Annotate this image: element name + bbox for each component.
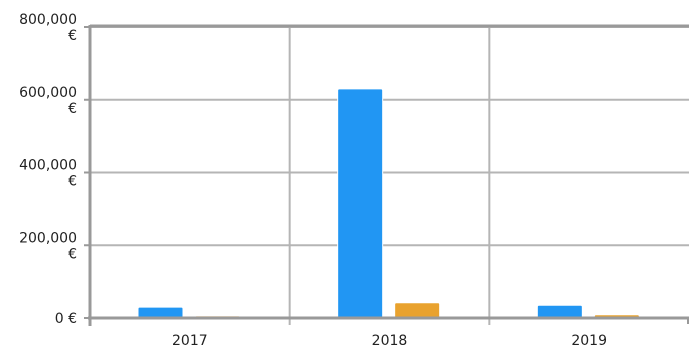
bars [137, 88, 640, 319]
y-axis-labels: 0 €200,000 €400,000 €600,000 €800,000 € [19, 12, 77, 327]
x-tick-label: 2019 [571, 333, 607, 349]
x-tick-label: 2018 [372, 333, 408, 349]
bar-2018-series-2 [394, 302, 441, 319]
y-tick-label-line: 200,000 [19, 230, 77, 246]
bar-2018-series-1 [337, 88, 384, 319]
y-tick-label: 600,000 € [19, 85, 77, 117]
x-tick-label: 2017 [172, 333, 208, 349]
y-tick-label: 800,000 € [19, 12, 77, 44]
y-tick-label-line: 800,000 [19, 12, 77, 28]
y-tick-label-line: € [68, 28, 77, 44]
y-tick-label-line: € [68, 174, 77, 190]
y-tick-label-line: 0 € [55, 311, 77, 327]
y-tick-label: 200,000 € [19, 230, 77, 262]
y-tick-label-line: 400,000 [19, 158, 77, 174]
y-tick-label: 0 € [55, 311, 77, 327]
x-axis-labels: 2017 2018 2019 [172, 333, 607, 349]
y-tick-label-line: € [68, 246, 77, 262]
bar-2017-series-1 [137, 306, 184, 319]
y-tick-label: 400,000 € [19, 158, 77, 190]
y-tick-label-line: 600,000 [19, 85, 77, 101]
axes [84, 24, 689, 326]
y-tick-label-line: € [68, 101, 77, 117]
grid [90, 26, 689, 325]
bar-2019-series-1 [536, 304, 583, 319]
